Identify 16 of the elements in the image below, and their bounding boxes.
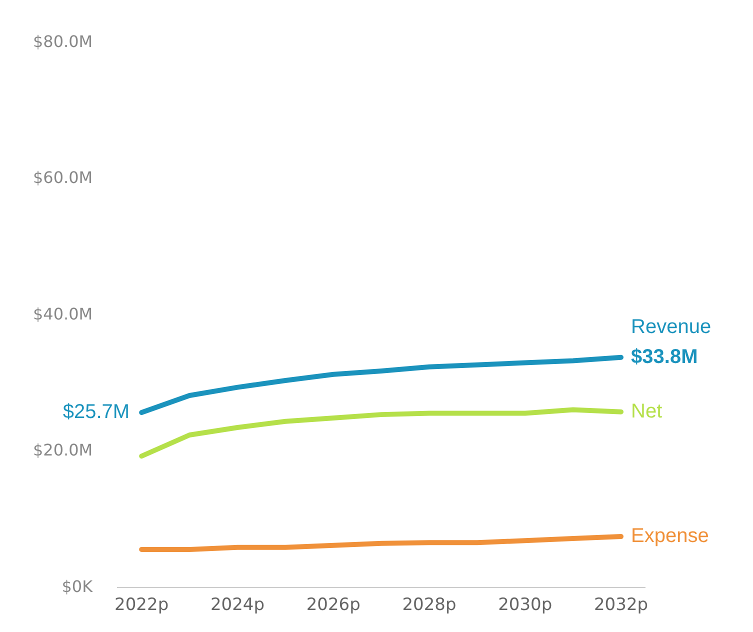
series-label: Net (631, 400, 663, 422)
x-tick-label: 2028p (402, 595, 456, 616)
y-tick-label: $80.0M (33, 32, 93, 51)
x-tick-label: 2024p (210, 595, 264, 616)
series-label: Expense (631, 525, 709, 548)
y-tick-label: $60.0M (33, 168, 93, 188)
x-tick-label: 2030p (498, 595, 552, 616)
y-tick-label: $20.0M (33, 440, 93, 460)
y-tick-label: $0K (62, 576, 94, 596)
x-tick-label: 2026p (306, 595, 360, 616)
annotation: $25.7M (62, 401, 130, 424)
x-tick-label: 2022p (114, 595, 169, 616)
annotation: $33.8M (631, 346, 698, 368)
x-tick-label: 2032p (594, 595, 648, 616)
y-tick-label: $40.0M (33, 304, 93, 324)
series-label: Revenue (631, 316, 712, 338)
